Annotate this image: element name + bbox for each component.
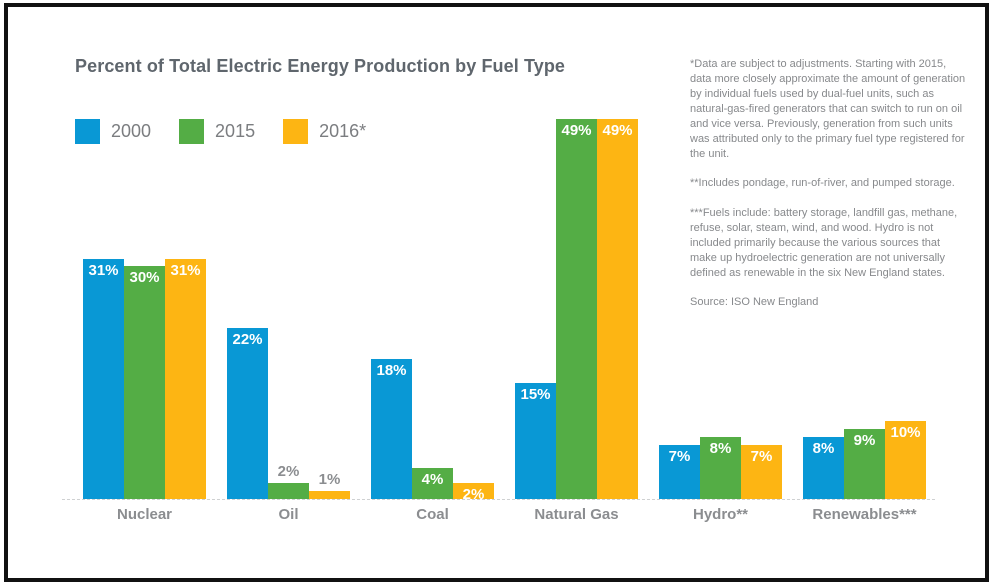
bar-2016-nuclear: 31% (165, 259, 206, 499)
bar-2015-hydro: 8% (700, 437, 741, 499)
bar-group-hydro: 7% 8% 7% Hydro** (659, 107, 782, 523)
bar-value-label: 8% (812, 440, 835, 457)
bar-value-label: 2% (277, 463, 300, 480)
bar-2000-natural-gas: 15% (515, 383, 556, 499)
legend-swatch-2015 (179, 119, 205, 144)
plot-area: 31% 30% 31% Nuclear 22% 2% 1% Oil 18% 4% 2% Coal 15%… (62, 107, 935, 523)
bar-2015-nuclear: 30% (124, 266, 165, 499)
bar-group-renewables: 8% 9% 10% Renewables*** (803, 107, 926, 523)
chart-canvas: Percent of Total Electric Energy Product… (8, 7, 985, 578)
footnote-adjustments: *Data are subject to adjustments. Starti… (690, 58, 966, 161)
bar-group-coal: 18% 4% 2% Coal (371, 107, 494, 523)
legend-item-2015: 2015 (179, 119, 255, 144)
category-label-coal: Coal (416, 506, 449, 523)
chart-frame: Percent of Total Electric Energy Product… (4, 3, 989, 582)
chart-title: Percent of Total Electric Energy Product… (75, 56, 566, 76)
bar-value-label: 31% (88, 262, 119, 279)
bar-value-label: 7% (668, 448, 691, 465)
bar-2016-natural-gas: 49% (597, 119, 638, 499)
category-label-oil: Oil (278, 506, 299, 523)
category-label-natural-gas: Natural Gas (534, 506, 619, 523)
footnote-renewables: ***Fuels include: battery storage, landf… (690, 206, 958, 279)
bar-2015-oil: 2% (268, 463, 309, 499)
source-line: Source: ISO New England (690, 295, 819, 308)
bar-value-label: 8% (709, 440, 732, 457)
bar-2016-oil: 1% (309, 471, 350, 499)
category-label-renewables: Renewables*** (812, 506, 917, 523)
footnotes: *Data are subject to adjustments. Starti… (690, 57, 970, 324)
bar-2016-coal: 2% (453, 483, 494, 503)
bar-value-label: 9% (853, 432, 876, 449)
legend-swatch-2016 (283, 119, 309, 144)
bar-value-label: 31% (170, 262, 201, 279)
bar-2015-coal: 4% (412, 468, 453, 499)
legend-item-2016: 2016* (283, 119, 366, 144)
bar-value-label: 22% (232, 331, 263, 348)
bar-2000-hydro: 7% (659, 445, 700, 499)
category-label-hydro: Hydro** (692, 506, 748, 523)
bar-2000-renewables: 8% (803, 437, 844, 499)
bar-group-nuclear: 31% 30% 31% Nuclear (83, 107, 206, 523)
bar-value-label: 1% (318, 471, 341, 488)
bar-value-label: 7% (750, 448, 773, 465)
bar-value-label: 18% (376, 362, 407, 379)
legend-item-2000: 2000 (75, 119, 151, 144)
footnote-hydro: **Includes pondage, run-of-river, and pu… (690, 177, 955, 190)
bar-value-label: 4% (421, 471, 444, 488)
bar-2000-coal: 18% (371, 359, 412, 499)
bar-2015-renewables: 9% (844, 429, 885, 499)
bar-value-label: 30% (129, 269, 160, 286)
bar-value-label: 10% (890, 424, 921, 441)
bar-group-natural-gas: 15% 49% 49% Natural Gas (515, 107, 638, 523)
legend-label-2016: 2016* (319, 121, 367, 141)
legend-label-2015: 2015 (215, 121, 256, 141)
bar-2016-renewables: 10% (885, 421, 926, 499)
bar-group-oil: 22% 2% 1% Oil (227, 107, 350, 523)
bar-2000-oil: 22% (227, 328, 268, 499)
legend-label-2000: 2000 (111, 121, 152, 141)
bar-value-label: 15% (520, 386, 551, 403)
category-label-nuclear: Nuclear (116, 506, 173, 523)
bar-2015-natural-gas: 49% (556, 119, 597, 499)
bar-2016-hydro: 7% (741, 445, 782, 499)
bar-value-label: 49% (602, 122, 633, 139)
bar-value-label: 2% (462, 486, 485, 503)
bar-value-label: 49% (561, 122, 592, 139)
legend-swatch-2000 (75, 119, 100, 144)
legend: 2000 2015 2016* (75, 119, 394, 144)
bar-2000-nuclear: 31% (83, 259, 124, 499)
